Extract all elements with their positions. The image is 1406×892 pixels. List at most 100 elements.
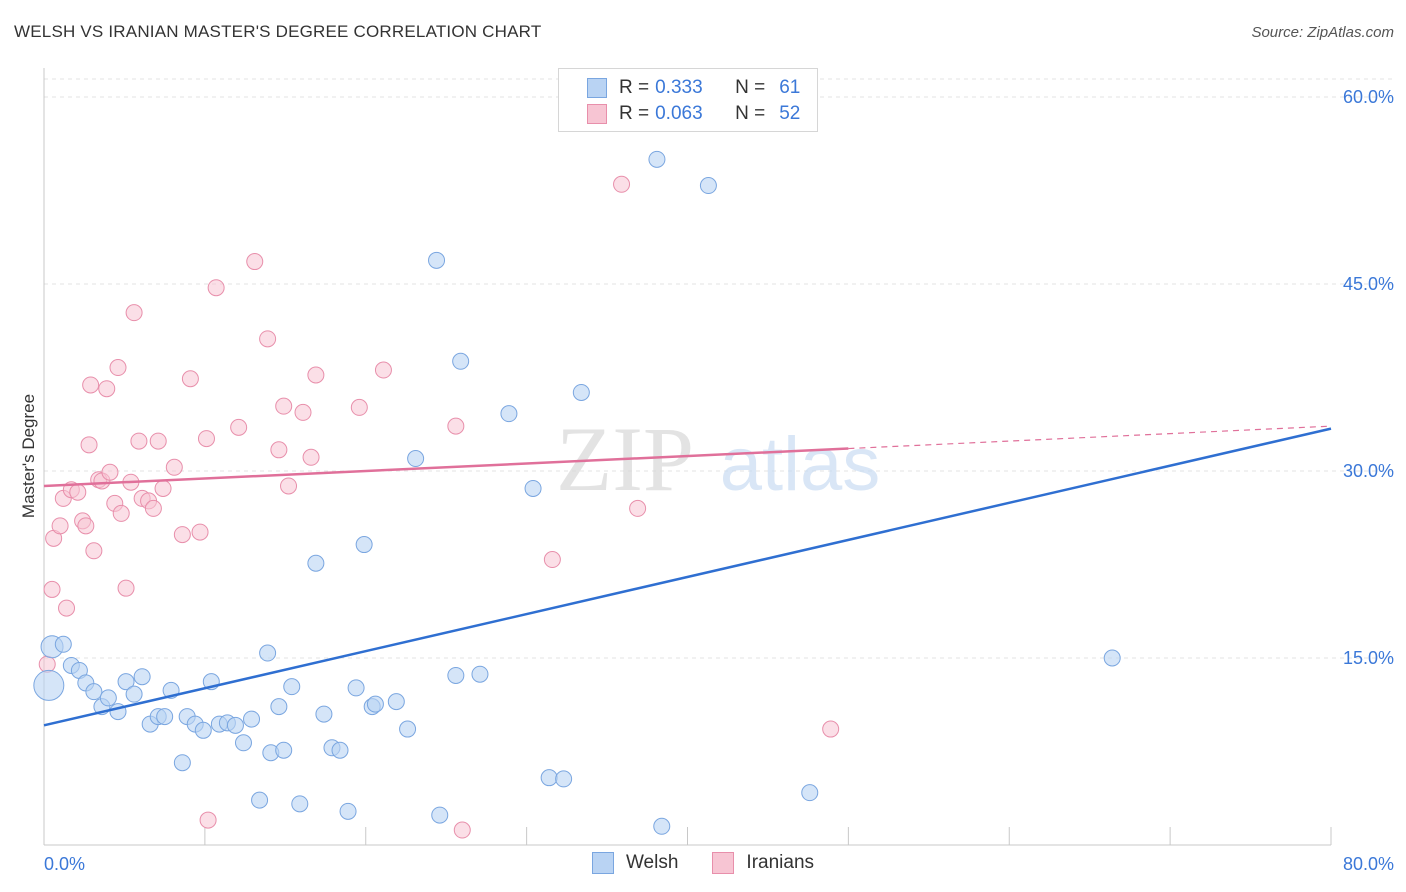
welsh-point [275,741,293,759]
welsh-point [407,450,425,468]
iranians-point [130,432,148,450]
x-tick-label-max: 80.0% [1343,854,1394,874]
iranians-point [543,551,561,569]
legend-n-value: 52 [779,103,801,124]
welsh-point [99,689,117,707]
welsh-point [243,710,261,728]
welsh-point [653,817,671,835]
y-tick-label: 45.0% [1343,274,1394,294]
y-tick-label: 30.0% [1343,461,1394,481]
source-label: Source: ZipAtlas.com [1251,24,1394,41]
iranians-point [629,499,647,517]
iranians-point [453,821,471,839]
welsh-point [339,802,357,820]
iranians-point [154,479,172,497]
welsh-point [291,795,309,813]
iranians-point [191,523,209,541]
welsh-point [366,695,384,713]
y-axis-label: Master's Degree [19,394,38,518]
trend-lines [43,425,1332,727]
iranians-point [197,430,215,448]
y-tick-labels: 15.0% 30.0% 45.0% 60.0% [1343,87,1394,668]
welsh-trend-line [43,427,1332,727]
grid-lines [44,78,1394,659]
iranians-label: Iranians [746,852,815,873]
iranians-point [125,304,143,322]
legend-swatch-iranians [587,104,607,124]
watermark-atlas: atlas [720,422,881,507]
iranians-point [112,504,130,522]
iranians-point [270,441,288,459]
iranians-point [38,655,56,673]
welsh-point [387,693,405,711]
welsh-point [133,668,151,686]
welsh-point [347,679,365,697]
legend-swatch-welsh [587,78,607,98]
x-tick-marks [204,827,1332,845]
iranians-point [69,483,87,501]
welsh-point [452,352,470,370]
iranians-point [165,458,183,476]
iranians-point [77,517,95,535]
welsh-label: Welsh [625,852,679,873]
x-tick-label-min: 0.0% [44,854,85,874]
iranians-point [144,499,162,517]
iranians-point [447,417,465,435]
iranians-point [80,436,98,454]
welsh-point [355,536,373,554]
welsh-point [428,251,446,269]
welsh-point [283,678,301,696]
legend-n-label: N = [735,77,766,98]
iranians-point [51,517,69,535]
iranians-point [173,526,191,544]
iranians-point [613,175,631,193]
iranians-point [58,599,76,617]
legend-r-label: R = [619,103,650,124]
legend-r-label: R = [619,77,650,98]
iranians-point [259,330,277,348]
welsh-point [1103,649,1121,667]
iranians-point [246,253,264,271]
welsh-point [259,644,277,662]
welsh-point [500,405,518,423]
iranians-point [822,720,840,738]
legend-n-label: N = [735,103,766,124]
iranians-point [207,279,225,297]
welsh-point [85,683,103,701]
iranians-trend-line [43,447,849,488]
welsh-point [471,665,489,683]
welsh-point [540,769,558,787]
iranians-trend-extension [848,425,1332,450]
y-tick-label: 15.0% [1343,648,1394,668]
iranians-point [43,580,61,598]
iranians-point [181,370,199,388]
iranians-point [275,397,293,415]
legend-r-value: 0.333 [655,77,703,98]
welsh-point [125,685,143,703]
welsh-point [801,784,819,802]
welsh-point [555,770,573,788]
legend-r-value: 0.063 [655,103,703,124]
iranians-point [101,463,119,481]
bottom-legend-welsh[interactable]: Welsh [591,852,679,874]
welsh-point [431,806,449,824]
iranians-point [307,366,325,384]
legend-n-value: 61 [779,77,801,98]
welsh-point [399,720,417,738]
welsh-point [315,705,333,723]
welsh-points [33,150,1121,835]
iranians-point [85,542,103,560]
bottom-legend-iranians[interactable]: Iranians [712,852,814,874]
iranians-point [199,811,217,829]
iranians-point [350,398,368,416]
welsh-point [226,716,244,734]
welsh-point [331,741,349,759]
iranians-point [374,361,392,379]
iranians-point [109,359,127,377]
iranians-point [98,380,116,398]
welsh-point [572,383,590,401]
y-tick-label: 60.0% [1343,87,1394,107]
iranians-point [280,477,298,495]
welsh-point [648,150,666,168]
